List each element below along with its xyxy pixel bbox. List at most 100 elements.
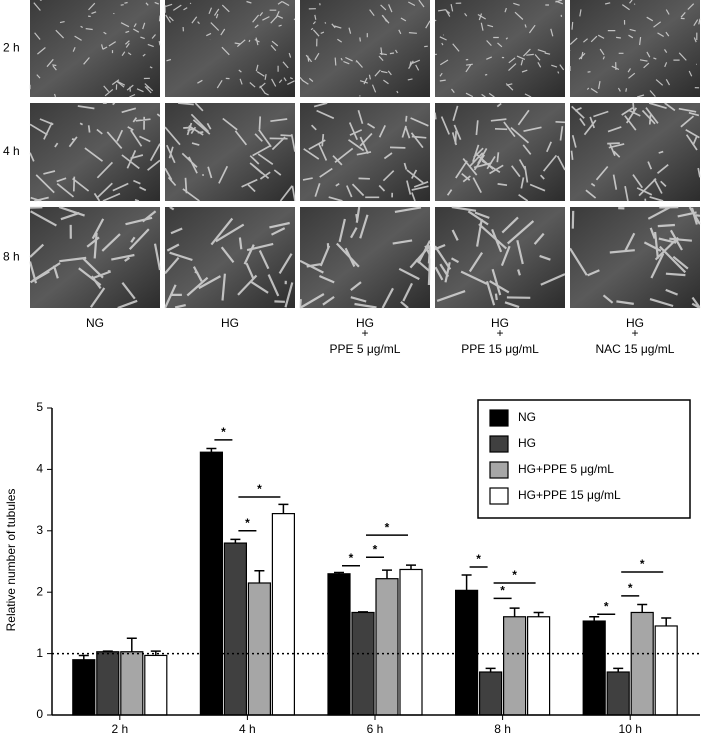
bar xyxy=(72,659,96,716)
bar xyxy=(144,654,168,716)
row-label: 4 h xyxy=(3,144,20,158)
error-bar xyxy=(206,447,217,453)
cell-network xyxy=(569,206,701,309)
bar xyxy=(455,589,479,716)
error-bar xyxy=(254,569,265,583)
micrograph xyxy=(165,0,295,97)
column-label: NAC 15 μg/mL xyxy=(596,342,675,356)
error-bar xyxy=(126,637,137,652)
error-bar xyxy=(533,611,544,617)
cell-network xyxy=(298,206,432,309)
legend-swatch xyxy=(489,409,509,427)
significance-label: * xyxy=(385,520,390,534)
significance-label: * xyxy=(512,568,517,582)
significance-label: * xyxy=(640,557,645,571)
bar xyxy=(526,616,551,716)
column-label: HG xyxy=(491,316,509,330)
column-label: HG xyxy=(626,316,644,330)
micrograph xyxy=(435,0,565,97)
cell-network xyxy=(28,205,162,310)
legend-swatch xyxy=(489,435,509,453)
legend-swatch xyxy=(489,487,509,505)
micrograph xyxy=(30,103,160,201)
legend-swatch xyxy=(489,461,509,479)
error-bar xyxy=(382,569,392,579)
bar xyxy=(399,568,423,716)
significance-label: * xyxy=(349,551,354,565)
error-bar xyxy=(78,654,89,660)
micrograph xyxy=(570,0,700,97)
cell-network xyxy=(434,102,566,202)
error-bar xyxy=(509,607,520,617)
cell-network xyxy=(434,0,565,98)
cell-network xyxy=(569,0,701,98)
bar xyxy=(375,578,399,716)
y-tick-label: 4 xyxy=(36,462,43,476)
error-bar xyxy=(150,650,161,656)
bar xyxy=(247,582,271,716)
y-tick-label: 1 xyxy=(36,646,43,660)
bar xyxy=(503,616,527,716)
column-label: + xyxy=(361,326,368,340)
significance-label: * xyxy=(500,584,505,598)
bar xyxy=(96,651,120,716)
column-label: NG xyxy=(86,316,104,330)
legend-label: HG+PPE 5 μg/mL xyxy=(518,462,614,476)
column-label: + xyxy=(631,326,638,340)
x-tick-label: 2 h xyxy=(111,722,128,736)
micrograph xyxy=(30,0,160,97)
error-bar xyxy=(406,564,416,570)
bar xyxy=(223,542,247,716)
significance-label: * xyxy=(221,425,226,439)
y-tick-label: 2 xyxy=(36,584,43,598)
error-bar xyxy=(461,574,472,591)
error-bar xyxy=(485,667,496,673)
significance-label: * xyxy=(257,482,262,496)
error-bar xyxy=(661,617,672,626)
legend-label: NG xyxy=(518,410,536,424)
cell-network xyxy=(570,102,701,202)
x-tick-label: 4 h xyxy=(239,722,256,736)
row-label: 8 h xyxy=(3,250,20,264)
legend-label: HG xyxy=(518,436,536,450)
error-bar xyxy=(613,667,624,673)
error-bar xyxy=(334,571,344,574)
micrograph xyxy=(570,103,700,201)
significance-label: * xyxy=(476,552,481,566)
error-bar xyxy=(230,538,241,544)
micrograph xyxy=(570,207,700,308)
legend-label: HG+PPE 15 μg/mL xyxy=(518,488,621,502)
error-bar xyxy=(102,650,113,652)
error-bar xyxy=(637,603,648,613)
column-label: HG xyxy=(221,316,239,330)
bar xyxy=(327,573,351,716)
cell-network xyxy=(164,0,296,96)
column-label: PPE 5 μg/mL xyxy=(330,342,401,356)
row-label: 2 h xyxy=(3,41,20,55)
cell-network xyxy=(29,102,161,202)
bar xyxy=(199,451,223,716)
bar xyxy=(654,625,678,716)
column-label: PPE 15 μg/mL xyxy=(461,342,539,356)
bar xyxy=(582,620,606,716)
x-tick-label: 10 h xyxy=(619,722,642,736)
y-axis-title: Relative number of tubules xyxy=(4,489,18,632)
column-label: HG xyxy=(356,316,374,330)
error-bar xyxy=(589,616,600,622)
cell-network xyxy=(164,102,296,202)
cell-network xyxy=(299,0,431,97)
y-tick-label: 5 xyxy=(36,400,43,414)
x-tick-label: 8 h xyxy=(494,722,511,736)
x-tick-label: 6 h xyxy=(367,722,384,736)
column-label: + xyxy=(496,326,503,340)
cell-network xyxy=(302,102,429,202)
bar xyxy=(271,513,295,716)
cell-network xyxy=(434,205,566,309)
bar xyxy=(120,651,144,716)
significance-label: * xyxy=(628,581,633,595)
legend-box xyxy=(477,399,691,519)
micrograph xyxy=(165,103,295,201)
significance-label: * xyxy=(245,516,250,530)
cell-network xyxy=(29,0,161,98)
